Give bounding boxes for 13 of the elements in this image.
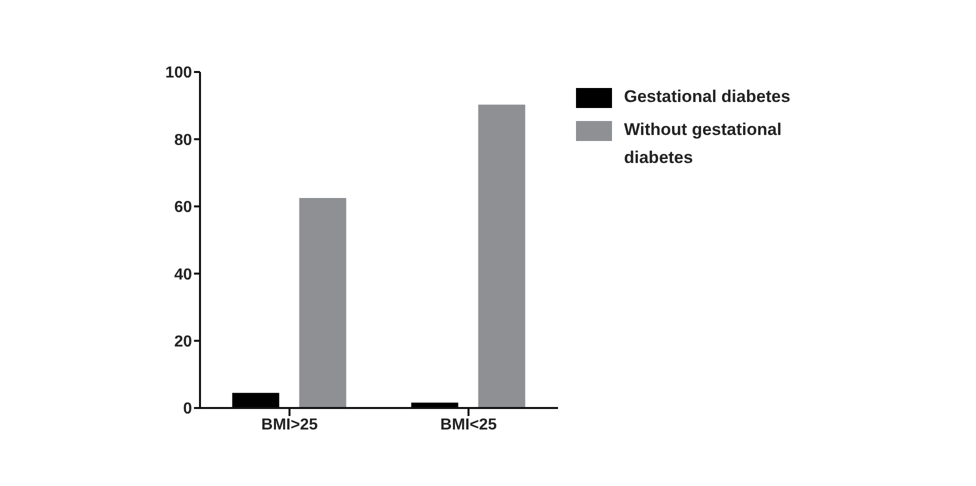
y-tick-label: 20 xyxy=(174,333,192,350)
legend-label: Without gestational diabetes xyxy=(624,119,783,169)
y-tick-label: 40 xyxy=(174,266,192,284)
x-tick-label: BMI<25 xyxy=(440,416,497,434)
y-tick-label: 0 xyxy=(183,400,192,418)
bar xyxy=(478,104,526,408)
bar xyxy=(299,198,346,408)
legend-label: Gestational diabetes xyxy=(624,86,792,108)
y-tick-label: 80 xyxy=(174,132,192,149)
x-tick-label: BMI>25 xyxy=(261,416,318,434)
bar xyxy=(232,392,280,408)
y-tick-label: 60 xyxy=(174,199,192,216)
y-tick-label: 100 xyxy=(165,64,192,82)
